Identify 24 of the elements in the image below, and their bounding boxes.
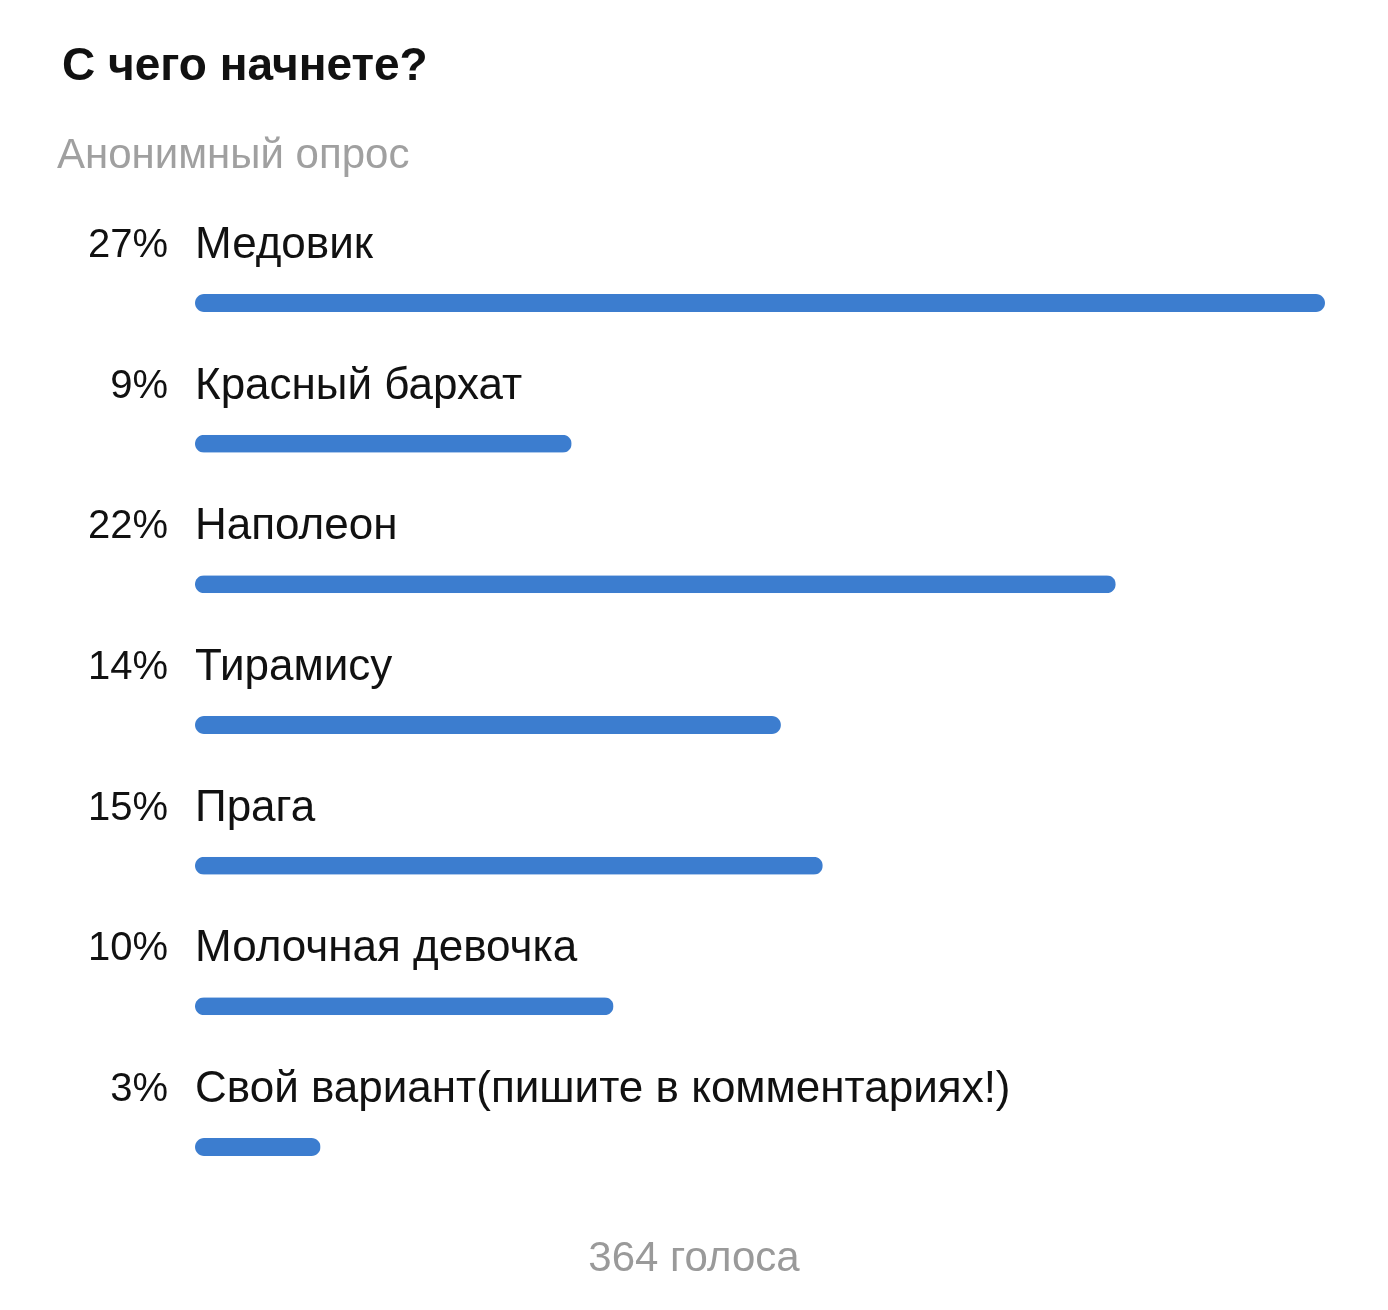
bar	[195, 997, 614, 1016]
data-label: 9%	[110, 361, 168, 406]
text: 364 голоса	[588, 1233, 801, 1280]
data-label: 14%	[87, 643, 168, 687]
y-tick-label: Молочная девочка	[195, 921, 578, 971]
bar	[195, 856, 823, 875]
data-label: 15%	[87, 783, 168, 828]
y-tick-label: Прага	[195, 780, 316, 830]
y-tick-label: Свой вариант(пишите в комментариях!)	[195, 1062, 1011, 1111]
bar	[195, 294, 1325, 312]
bar	[195, 575, 1116, 594]
bar	[195, 434, 572, 453]
bar	[195, 716, 781, 734]
y-tick-label: Тирамису	[195, 640, 393, 689]
y-tick-label: Наполеон	[195, 499, 398, 549]
chart-subtitle: Анонимный опрос	[57, 130, 410, 177]
data-label: 10%	[87, 924, 168, 969]
data-label: 3%	[110, 1065, 168, 1109]
y-tick-label: Медовик	[195, 218, 374, 267]
data-label: 22%	[87, 502, 168, 547]
data-label: 27%	[87, 221, 168, 265]
chart-title: С чего начнете?	[62, 38, 428, 90]
y-tick-label: Красный бархат	[195, 358, 523, 408]
bar	[195, 1138, 321, 1156]
